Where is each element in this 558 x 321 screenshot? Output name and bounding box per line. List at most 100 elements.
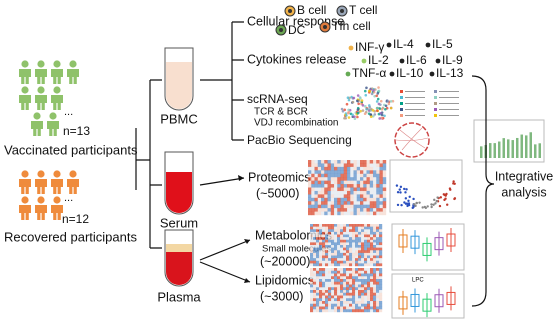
umap-dot <box>377 86 380 89</box>
heat-cell <box>334 204 338 209</box>
umap-dot <box>373 113 377 116</box>
heat-cell <box>324 184 328 188</box>
heat-cell <box>376 180 380 185</box>
heat-cell <box>322 303 326 307</box>
heat-cell <box>364 229 368 233</box>
circos-thumbnail <box>394 122 430 158</box>
heat-cell <box>355 276 359 280</box>
heat-cell <box>363 187 367 192</box>
volcano-dot <box>403 201 406 204</box>
umap-dot <box>363 89 367 93</box>
heat-cell <box>352 284 356 288</box>
heat-cell <box>319 276 323 280</box>
umap-dot <box>380 107 384 111</box>
heat-cell <box>343 190 348 195</box>
heat-cell <box>367 279 371 282</box>
volcano-dot <box>395 184 399 187</box>
umap-dot <box>356 115 359 119</box>
heat-cell <box>310 255 314 259</box>
heat-cell <box>382 177 387 181</box>
heat-cell <box>376 234 380 238</box>
heat-cell <box>382 201 387 205</box>
heat-cell <box>322 239 326 243</box>
umap-dot <box>347 98 351 102</box>
heat-cell <box>376 197 380 202</box>
heat-cell <box>330 197 335 202</box>
heat-cell <box>370 295 374 299</box>
volcano-dot <box>434 202 437 205</box>
heat-cell <box>331 301 335 304</box>
heat-cell <box>361 268 365 271</box>
heat-cell <box>373 231 377 235</box>
heat-cell <box>337 281 341 285</box>
volcano-dot <box>398 188 401 191</box>
heat-cell <box>367 290 371 293</box>
bullet <box>425 42 431 48</box>
heat-cell <box>352 239 356 243</box>
heat-cell <box>337 242 341 246</box>
heat-cell <box>379 245 383 248</box>
heat-cell <box>379 281 383 285</box>
heat-cell <box>361 245 365 248</box>
bullet <box>345 71 351 77</box>
heat-cell <box>310 229 314 233</box>
heat-cell <box>325 263 329 267</box>
heat-cell <box>334 273 338 277</box>
heat-cell <box>370 273 374 277</box>
heat-cell <box>313 279 317 282</box>
heat-cell <box>334 301 338 304</box>
heat-cell <box>322 298 326 302</box>
heat-cell <box>353 163 357 168</box>
heat-cell <box>331 309 335 313</box>
heat-cell <box>361 231 365 235</box>
umap-dot <box>386 100 390 103</box>
heat-cell <box>325 284 329 288</box>
heat-cell <box>327 177 331 181</box>
heat-cell <box>358 276 362 280</box>
heat-cell <box>346 245 350 248</box>
heat-cell <box>343 226 347 230</box>
heat-cell <box>346 295 350 299</box>
heat-cell <box>350 163 354 168</box>
heat-cell <box>364 250 368 254</box>
heat-cell <box>360 160 364 164</box>
heat-cell <box>331 252 335 256</box>
heat-cell <box>349 295 353 299</box>
heat-cell <box>322 270 326 274</box>
heat-cell <box>379 208 383 212</box>
heat-cell <box>324 211 328 216</box>
heat-cell <box>331 281 335 285</box>
heat-cell <box>367 229 371 233</box>
heat-cell <box>313 301 317 304</box>
heat-cell <box>314 180 318 185</box>
heat-cell <box>313 268 317 271</box>
heat-cell <box>311 208 315 212</box>
heat-cell <box>313 247 317 251</box>
heat-cell <box>353 208 357 212</box>
heat-cell <box>343 298 347 302</box>
heat-cell <box>349 263 353 267</box>
heat-cell <box>347 208 351 212</box>
heat-cell <box>337 284 341 288</box>
heat-cell <box>376 170 380 174</box>
heat-cell <box>310 287 314 291</box>
umap-dot <box>373 94 376 98</box>
heat-cell <box>361 309 365 313</box>
heat-cell <box>337 180 341 185</box>
legend-bar <box>405 103 425 104</box>
heat-cell <box>308 187 312 192</box>
heat-cell <box>317 166 322 171</box>
heat-cell <box>349 234 353 238</box>
box <box>422 298 432 312</box>
heat-cell <box>331 250 335 254</box>
heat-cell <box>337 273 341 277</box>
heat-cell <box>379 284 383 288</box>
heat-cell <box>367 242 371 246</box>
heat-cell <box>363 211 367 216</box>
heat-cell <box>319 247 323 251</box>
heat-cell <box>373 309 377 313</box>
heat-cell <box>373 204 377 209</box>
heat-cell <box>327 190 331 195</box>
heat-cell <box>310 263 314 267</box>
heat-cell <box>349 270 353 274</box>
